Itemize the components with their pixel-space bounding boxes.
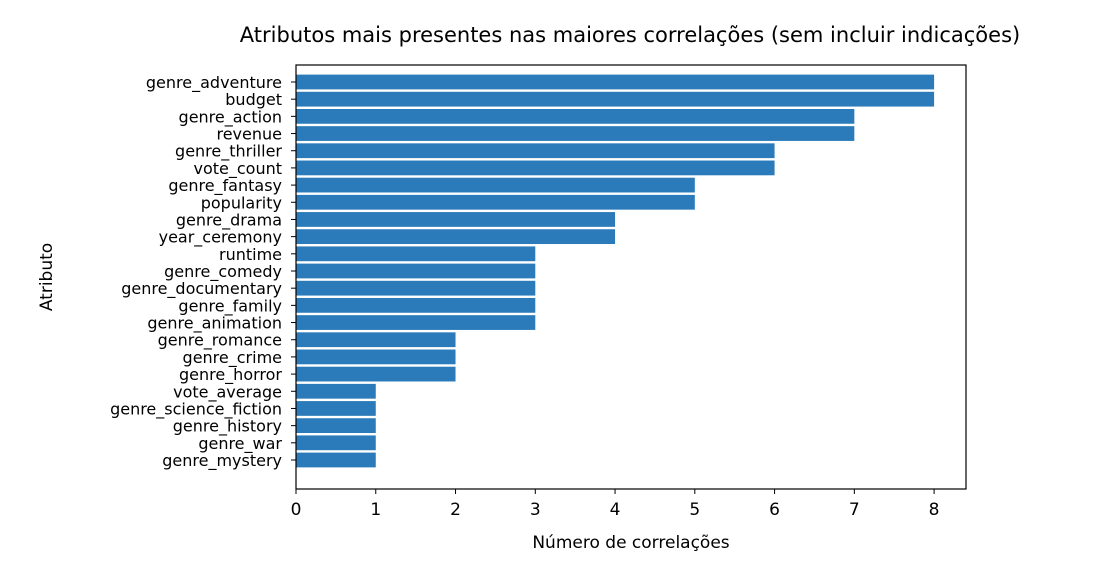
x-tick-label: 2 [450,500,461,520]
bar-genre_thriller [296,143,775,159]
bar-genre_fantasy [296,177,695,193]
y-tick-label: genre_crime [183,348,282,368]
bar-genre_adventure [296,74,935,90]
bar-genre_documentary [296,280,536,296]
bars-group [296,74,935,468]
y-tick-label: genre_drama [176,210,282,230]
x-tick-label: 5 [689,500,700,520]
y-tick-label: genre_family [178,296,282,316]
y-tick-label: budget [225,90,282,109]
bar-genre_history [296,418,376,434]
bar-revenue [296,126,855,141]
y-tick-label: runtime [219,245,282,264]
y-tick-label: genre_animation [147,314,282,334]
y-tick-label: genre_mystery [162,451,282,471]
bar-genre_comedy [296,263,536,279]
bar-genre_war [296,435,376,451]
y-tick-label: genre_action [179,107,282,127]
y-tick-label: genre_romance [158,331,282,351]
y-tick-label: genre_war [198,434,282,454]
x-tick-label: 4 [610,500,621,520]
bar-genre_romance [296,332,456,348]
y-tick-label: vote_count [193,159,282,179]
bar-genre_family [296,297,536,313]
x-tick-label: 0 [291,500,302,520]
y-tick-label: genre_horror [179,365,282,385]
y-tick-label: popularity [201,193,282,212]
bar-runtime [296,246,536,262]
bar-budget [296,91,935,107]
y-tick-label: genre_documentary [121,279,282,299]
y-tick-label: genre_comedy [164,262,282,282]
y-tick-label: genre_fantasy [168,176,282,196]
bar-vote_count [296,160,775,176]
x-tick-label: 8 [929,500,940,520]
y-tick-label: genre_thriller [175,142,282,162]
bar-genre_horror [296,366,456,382]
x-axis-label: Número de correlações [532,533,729,553]
bar-genre_drama [296,212,616,227]
y-tick-label: revenue [216,125,282,144]
y-tick-label: genre_adventure [146,73,282,93]
x-tick-label: 6 [769,500,780,520]
y-tick-label: year_ceremony [159,228,282,248]
x-tick-label: 3 [530,500,541,520]
y-tick-label: genre_science_fiction [110,399,282,419]
y-tick-labels: genre_adventurebudgetgenre_actionrevenue… [110,73,296,471]
y-tick-label: vote_average [173,382,282,402]
y-tick-label: genre_history [173,417,282,437]
x-tick-label: 1 [370,500,381,520]
bar-genre_science_fiction [296,401,376,416]
y-axis-label: Atributo [37,243,57,311]
plot-frame [295,64,967,490]
x-tick-label: 7 [849,500,860,520]
chart-title: Atributos mais presentes nas maiores cor… [240,23,1020,47]
bar-year_ceremony [296,229,616,245]
bar-genre_crime [296,349,456,365]
bar-genre_action [296,108,855,124]
bar-popularity [296,194,695,210]
bar-genre_mystery [296,452,376,468]
bar-genre_animation [296,315,536,330]
bar-vote_average [296,383,376,399]
x-tick-labels: 0 1 2 3 4 5 6 7 8 [291,489,940,520]
